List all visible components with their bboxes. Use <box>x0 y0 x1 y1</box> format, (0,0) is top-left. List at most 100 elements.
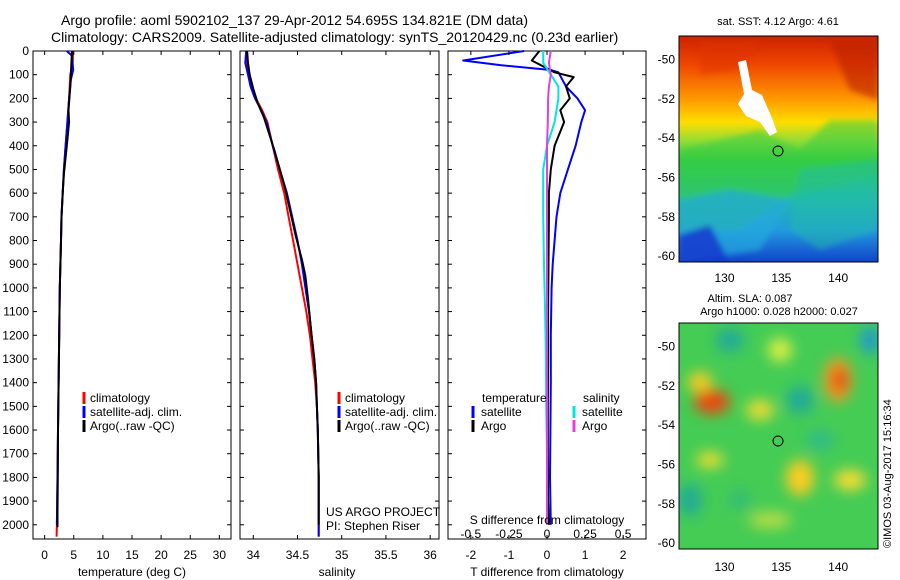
map-x-tick-label: 130 <box>714 560 734 574</box>
temperature-legend: climatology satellite-adj. clim. Argo(..… <box>82 391 182 433</box>
series-line-2 <box>56 50 73 528</box>
x-tick-label: -2 <box>466 548 477 562</box>
map-y-tick-label: -54 <box>658 131 676 145</box>
salinity-plot-frame <box>239 50 440 540</box>
x-tick-label: 30 <box>213 548 227 562</box>
y-tick-label: 0 <box>22 44 29 58</box>
x2-tick-label: -0.5 <box>461 527 482 541</box>
x-tick-label: 2 <box>620 548 627 562</box>
y-tick-label: 2000 <box>2 518 29 532</box>
y-tick-label: 1600 <box>2 423 29 437</box>
series-line-1 <box>530 50 575 525</box>
legend-label-climatology: climatology <box>90 391 150 405</box>
y-tick-label: 400 <box>9 139 29 153</box>
x2-tick-label: 0.25 <box>573 527 597 541</box>
x-tick-label: 25 <box>184 548 198 562</box>
legend-label-argo: Argo(..raw -QC) <box>345 419 430 433</box>
x-tick-label: 0 <box>544 548 551 562</box>
legend-label-temp-argo: Argo <box>481 419 507 433</box>
figure-title-line1: Argo profile: aoml 5902102_137 29-Apr-20… <box>61 12 528 28</box>
y-tick-label: 1800 <box>2 470 29 484</box>
difference-series-group <box>462 50 587 525</box>
map-x-tick-label: 135 <box>771 560 791 574</box>
x-tick-label: 34.5 <box>286 548 310 562</box>
x-tick-label: 5 <box>70 548 77 562</box>
sla-map-title-line1: Altim. SLA: 0.087 <box>708 293 793 305</box>
y-tick-label: 1500 <box>2 399 29 413</box>
sst-cloud-gap <box>738 60 777 136</box>
map-y-tick-label: -50 <box>658 53 676 67</box>
x-tick-label: 15 <box>125 548 139 562</box>
map-y-tick-label: -52 <box>658 92 676 106</box>
temperature-axis-title: temperature (deg C) <box>78 565 186 579</box>
map-y-tick-label: -54 <box>658 418 676 432</box>
x-tick-label: 1 <box>582 548 589 562</box>
x-tick-label: 34 <box>247 548 261 562</box>
x2-tick-label: -0.25 <box>495 527 523 541</box>
project-annotation: US ARGO PROJECT <box>326 505 441 519</box>
sla-map: Altim. SLA: 0.087 Argo h1000: 0.028 h200… <box>678 293 879 550</box>
y-tick-label: 600 <box>9 186 29 200</box>
x-tick-label: 20 <box>154 548 168 562</box>
series-line-3 <box>546 50 552 525</box>
y-tick-label: 1300 <box>2 352 29 366</box>
salinity-legend: climatology satellite-adj. clim. Argo(..… <box>326 391 441 533</box>
legend-label-satellite: satellite-adj. clim. <box>90 405 182 419</box>
y-tick-label: 1700 <box>2 447 29 461</box>
salinity-axis-title: salinity <box>319 565 356 579</box>
x-tick-label: 36 <box>423 548 437 562</box>
temperature-series-group <box>55 50 75 537</box>
sst-argo-marker <box>772 145 784 157</box>
legend-label-temp-satellite: satellite <box>481 405 522 419</box>
map-y-tick-label: -56 <box>658 457 676 471</box>
sst-features <box>679 40 878 262</box>
x-tick-label: 0 <box>41 548 48 562</box>
pi-annotation: PI: Stephen Riser <box>326 519 420 533</box>
map-x-tick-label: 130 <box>714 271 734 285</box>
legend-label-satellite: satellite-adj. clim. <box>345 405 437 419</box>
map-x-tick-label: 135 <box>771 271 791 285</box>
x2-tick-label: 0 <box>544 527 551 541</box>
legend-title-salinity: salinity <box>583 391 620 405</box>
sla-map-frame <box>678 322 879 550</box>
map-y-tick-label: -56 <box>658 170 676 184</box>
map-x-tick-label: 140 <box>828 560 848 574</box>
legend-title-temperature: temperature <box>482 391 547 405</box>
y-tick-label: 1100 <box>3 305 29 319</box>
x-tick-label: 35.5 <box>374 548 398 562</box>
x-tick-label: -1 <box>504 548 515 562</box>
legend-label-climatology: climatology <box>345 391 405 405</box>
sst-map: sat. SST: 4.12 Argo: 4.61 <box>678 16 879 263</box>
map-y-tick-label: -52 <box>658 379 676 393</box>
t-difference-axis-title: T difference from climatology <box>470 565 624 579</box>
credit-text: ©IMOS 03-Aug-2017 15:16:34 <box>882 399 894 548</box>
y-tick-label: 1900 <box>2 494 29 508</box>
y-tick-label: 700 <box>9 210 29 224</box>
y-tick-label: 800 <box>9 234 29 248</box>
x-tick-label: 10 <box>96 548 110 562</box>
y-tick-label: 200 <box>9 91 29 105</box>
sla-features <box>679 326 878 528</box>
sst-map-frame <box>678 35 879 263</box>
legend-label-sal-argo: Argo <box>582 419 608 433</box>
series-line-0 <box>462 50 587 525</box>
x2-tick-label: 0.5 <box>615 527 632 541</box>
y-tick-label: 1200 <box>2 328 29 342</box>
s-difference-axis-title: S difference from climatology <box>470 513 625 527</box>
y-tick-label: 500 <box>9 162 29 176</box>
legend-label-sal-satellite: satellite <box>582 405 623 419</box>
sla-argo-marker <box>772 435 784 447</box>
map-y-tick-label: -60 <box>658 536 676 550</box>
map-y-tick-label: -58 <box>658 210 676 224</box>
y-tick-label: 900 <box>9 257 29 271</box>
temperature-plot-frame <box>32 50 232 540</box>
series-line-2 <box>246 50 320 525</box>
sla-map-title-line2: Argo h1000: 0.028 h2000: 0.027 <box>700 306 858 318</box>
y-tick-label: 100 <box>9 68 29 82</box>
difference-legend: temperature salinity satellite Argo sate… <box>471 391 623 433</box>
salinity-series-group <box>244 50 320 537</box>
map-y-tick-label: -50 <box>658 340 676 354</box>
figure-title-line2: Climatology: CARS2009. Satellite-adjuste… <box>51 29 618 45</box>
sst-map-title: sat. SST: 4.12 Argo: 4.61 <box>717 16 839 28</box>
